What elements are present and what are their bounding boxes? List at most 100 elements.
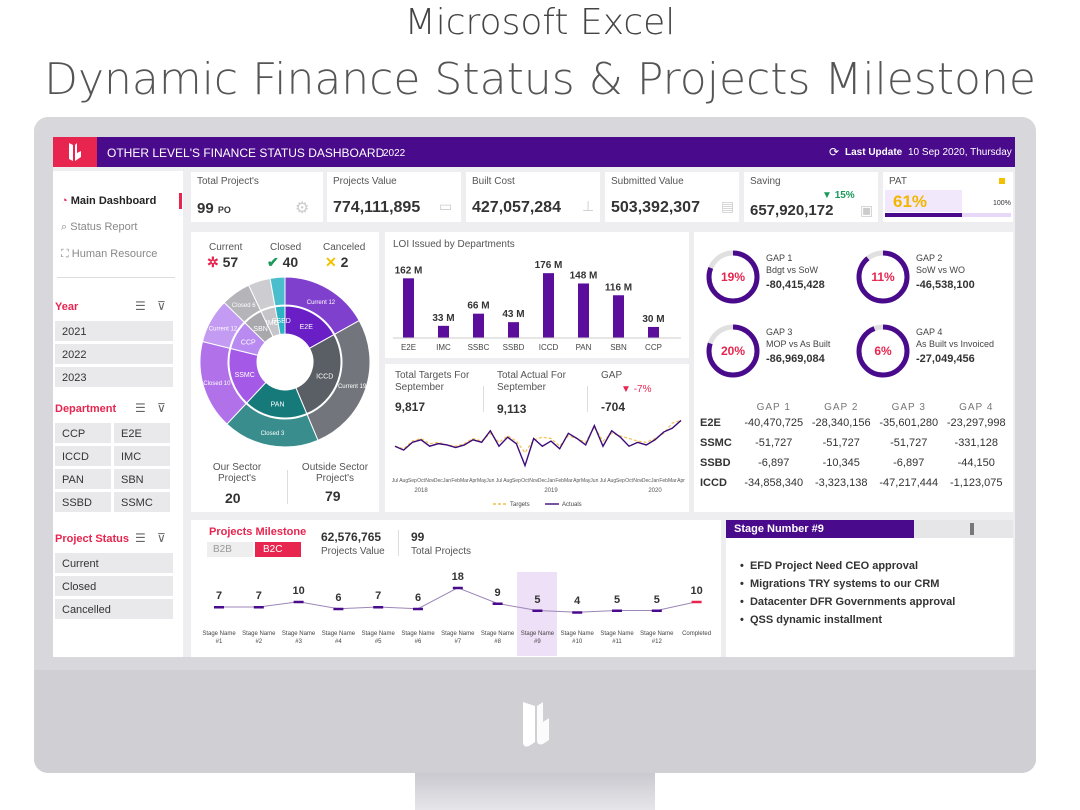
loi-bar[interactable] [578, 283, 589, 338]
table-row: SSMC -51,727 -51,727 -51,727 -331,128 [700, 433, 1010, 453]
milestone-value: 9 [494, 586, 501, 599]
clear-filter-icon[interactable]: ⊽ [157, 401, 166, 415]
nav-active-indicator [179, 193, 182, 209]
multiselect-icon[interactable]: ☰ [135, 401, 146, 415]
milestone-marker[interactable] [651, 609, 662, 613]
milestone-marker[interactable] [293, 600, 304, 604]
year-2022[interactable]: 2022 [55, 344, 173, 364]
selected-stage-highlight [517, 572, 558, 656]
stage-name-label[interactable]: Stage Name #12 [640, 631, 674, 645]
loi-bar[interactable] [438, 325, 449, 338]
stage-name-label[interactable]: Stage Name #10 [560, 631, 594, 645]
sunburst-outer-label: Current 12 [209, 326, 238, 332]
kpi-label: Projects Value [333, 176, 397, 187]
actual-label: Total Actual For September [497, 370, 566, 393]
stage-name-label[interactable]: Stage Name #11 [600, 631, 634, 645]
stage-panel-scroll[interactable] [914, 520, 1013, 538]
milestone-marker[interactable] [253, 606, 264, 609]
loi-bar[interactable] [473, 313, 484, 338]
line-series-targets[interactable] [394, 419, 682, 454]
dept-sbn[interactable]: SBN [114, 469, 170, 489]
loi-bar[interactable] [508, 322, 519, 338]
scrollbar-thumb[interactable] [970, 523, 974, 535]
line-series-actuals[interactable] [394, 419, 682, 468]
status-closed[interactable]: Closed [55, 576, 173, 596]
sunburst-inner-ssbd[interactable] [274, 305, 286, 336]
sunburst-outer-ssbd[interactable] [269, 276, 286, 307]
last-update-value: 10 Sep 2020, Thursday [908, 147, 1012, 158]
kpi-value: 657,920,172 [750, 202, 834, 219]
stage-name-label[interactable]: Stage Name #4 [321, 631, 356, 645]
stage-name-label[interactable]: Stage Name #6 [401, 631, 435, 645]
stage-name-label[interactable]: Stage Name #9 [520, 631, 555, 645]
sunburst-chart[interactable]: E2E Current 12 ICCD Current 19 PAN Closed 3 SS… [199, 276, 371, 448]
stage-bullets: • EFD Project Need CEO approval • Migrat… [740, 560, 955, 632]
dept-imc[interactable]: IMC [114, 446, 170, 466]
milestone-marker[interactable] [413, 607, 423, 611]
stage-name-label[interactable]: Stage Name #7 [441, 631, 475, 645]
refresh-icon[interactable]: ⟳ [829, 145, 840, 159]
year-2021[interactable]: 2021 [55, 321, 173, 341]
milestone-marker[interactable] [452, 586, 463, 590]
gap-donut-3[interactable]: 20% GAP 3 MOP vs As Built -86,969,084 [704, 322, 854, 384]
dept-pan[interactable]: PAN [55, 469, 111, 489]
status-current[interactable]: Current [55, 553, 173, 573]
stage-name-label[interactable]: Stage Name #8 [480, 631, 515, 645]
divider [587, 386, 588, 412]
divider [287, 470, 288, 504]
nav-status-report[interactable]: ⌕ Status Report [61, 221, 138, 233]
milestone-marker[interactable] [691, 600, 702, 604]
loi-bar[interactable] [613, 295, 624, 338]
milestone-marker[interactable] [214, 606, 224, 609]
gap-donut-1[interactable]: 19% GAP 1 Bdgt vs SoW -80,415,428 [704, 248, 854, 310]
loi-bar-label: 33 M [432, 313, 454, 324]
nav-main-dashboard[interactable]: ◔ Main Dashboard [61, 195, 157, 207]
tab-b2b[interactable]: B2B [207, 542, 253, 557]
multiselect-icon[interactable]: ☰ [135, 531, 146, 545]
milestone-marker[interactable] [492, 602, 503, 606]
stage-name-label[interactable]: Stage Name #5 [361, 631, 395, 645]
year-2023[interactable]: 2023 [55, 367, 173, 387]
loi-bar[interactable] [543, 273, 554, 338]
milestone-marker[interactable] [373, 606, 384, 609]
gap-ring: 19% [706, 250, 760, 304]
nav-human-resource[interactable]: ⛶ Human Resource [61, 248, 158, 260]
clear-filter-icon[interactable]: ⊽ [157, 299, 166, 313]
dept-iccd[interactable]: ICCD [55, 446, 111, 466]
loi-bar[interactable] [403, 278, 414, 338]
closed-count: ✔ 40 [267, 254, 299, 270]
milestone-marker[interactable] [572, 611, 583, 614]
pie-icon: ◔ [61, 195, 68, 207]
multiselect-icon[interactable]: ☰ [135, 299, 146, 313]
milestone-marker[interactable] [612, 609, 622, 613]
stage-panel: Stage Number #9 • EFD Project Need CEO a… [726, 520, 1013, 657]
status-cancelled[interactable]: Cancelled [55, 599, 173, 619]
dept-e2e[interactable]: E2E [114, 423, 170, 443]
stage-name-label[interactable]: Completed [682, 631, 712, 637]
gap-donut-4[interactable]: 6% GAP 4 As Built vs Invoiced -27,049,456 [854, 322, 1004, 384]
tab-b2c[interactable]: B2C [255, 542, 301, 557]
row-name: E2E [700, 417, 721, 429]
targets-label: Total Targets For September [395, 370, 470, 393]
gap-donut-2[interactable]: 11% GAP 2 SoW vs WO -46,538,100 [854, 248, 1004, 310]
kpi-label: Total Project's [197, 176, 259, 187]
milestone-marker[interactable] [333, 607, 344, 611]
gap-title: GAP 3 [766, 327, 793, 337]
sunburst-inner-iccd[interactable] [295, 334, 342, 415]
dept-ssmc[interactable]: SSMC [114, 492, 170, 512]
clear-filter-icon[interactable]: ⊽ [157, 531, 166, 545]
dept-ccp[interactable]: CCP [55, 423, 111, 443]
dept-ssbd[interactable]: SSBD [55, 492, 111, 512]
loi-bar-chart[interactable]: 162 M E2E 33 M IMC 66 M SSBC 43 M SSBD 176 M ICCD… [385, 252, 689, 358]
sunburst-outer-label: Closed 10 [203, 381, 231, 387]
stage-name-label[interactable]: Stage Name #3 [281, 631, 316, 645]
x-tick-label: Feb [555, 478, 564, 484]
stage-name-label[interactable]: Stage Name #2 [242, 631, 276, 645]
table-cell: -1,123,075 [949, 477, 1003, 489]
milestone-marker[interactable] [532, 609, 543, 613]
current-label: Current [209, 242, 243, 253]
loi-bar[interactable] [648, 326, 659, 338]
x-tick-label: Nov [633, 478, 642, 484]
stage-name-label[interactable]: Stage Name #1 [202, 631, 236, 645]
targets-line-chart[interactable]: Jul Aug Sep Oct Nov Dec Jan Feb Mar Apr May Jun Jul A… [385, 410, 689, 512]
